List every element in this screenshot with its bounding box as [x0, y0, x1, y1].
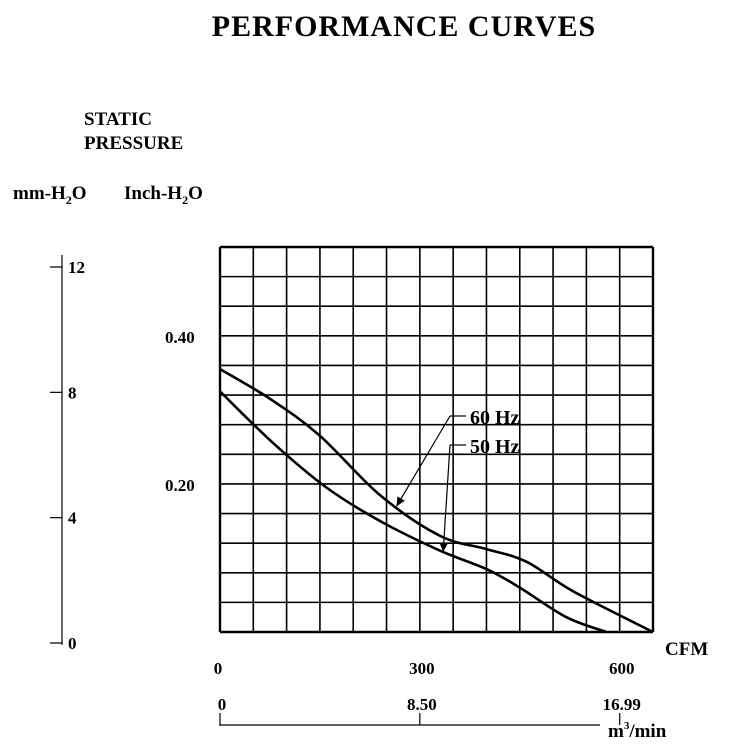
- annotation-arrow-line: [442, 444, 451, 552]
- cfm-axis-labels: 0 300 600: [214, 659, 635, 678]
- cfm-unit-label: CFM: [665, 639, 708, 660]
- m3-tick-label: 16.99: [603, 695, 641, 714]
- cfm-tick-label: 600: [609, 659, 635, 678]
- mm-tick-label: 12: [68, 258, 85, 277]
- mm-axis-ticks: 0 4 8 12: [50, 258, 85, 653]
- annotations-group: 60 Hz 50 Hz: [396, 407, 520, 552]
- m3-axis-ticks: 0 8.50 16.99: [218, 695, 641, 725]
- m3-unit-label: m3/min: [608, 720, 667, 742]
- y-axis-title-line-2: PRESSURE: [84, 133, 183, 154]
- series-group: [219, 368, 654, 634]
- annotation-label: 50 Hz: [470, 436, 520, 458]
- mm-tick-label: 4: [68, 509, 77, 528]
- m3-tick-label: 8.50: [407, 695, 437, 714]
- cfm-tick-label: 0: [214, 659, 223, 678]
- annotation-label: 60 Hz: [470, 407, 520, 429]
- y-axis-title-line-1: STATIC: [84, 109, 152, 130]
- inch-unit-label: Inch-H2O: [124, 183, 203, 207]
- series-line-60hz: [219, 368, 654, 634]
- chart-title: PERFORMANCE CURVES: [212, 10, 596, 43]
- inch-tick-label: 0.40: [165, 328, 195, 347]
- m3-tick-label: 0: [218, 695, 227, 714]
- inch-axis-labels: 0.20 0.40: [165, 328, 195, 495]
- series-line-50hz: [219, 390, 607, 634]
- cfm-tick-label: 300: [409, 659, 435, 678]
- mm-tick-label: 0: [68, 634, 77, 653]
- annotation-arrowhead: [396, 496, 405, 507]
- inch-tick-label: 0.20: [165, 476, 195, 495]
- annotation-arrowhead: [439, 542, 449, 552]
- mm-tick-label: 8: [68, 383, 77, 402]
- mm-unit-label: mm-H2O: [13, 183, 87, 207]
- annotation-arrow-line: [396, 415, 451, 507]
